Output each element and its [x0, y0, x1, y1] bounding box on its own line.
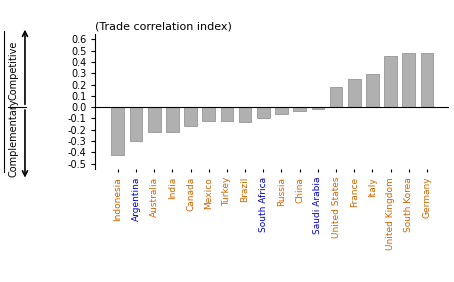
Bar — [130, 107, 143, 141]
Text: Complementary: Complementary — [9, 99, 19, 177]
Text: (Trade correlation index): (Trade correlation index) — [95, 22, 232, 32]
Bar — [384, 56, 397, 107]
Bar — [166, 107, 179, 132]
Bar — [275, 107, 288, 114]
Bar — [202, 107, 215, 121]
Bar — [148, 107, 161, 132]
Bar — [221, 107, 233, 121]
Bar — [293, 107, 306, 111]
Bar — [239, 107, 252, 122]
Bar — [257, 107, 270, 118]
Bar — [111, 107, 124, 155]
Bar — [311, 107, 324, 109]
Bar — [421, 53, 434, 107]
Bar — [366, 74, 379, 107]
Bar — [348, 79, 360, 107]
Bar — [402, 53, 415, 107]
Text: Competitive: Competitive — [9, 41, 19, 100]
Bar — [330, 87, 342, 107]
Bar — [184, 107, 197, 126]
